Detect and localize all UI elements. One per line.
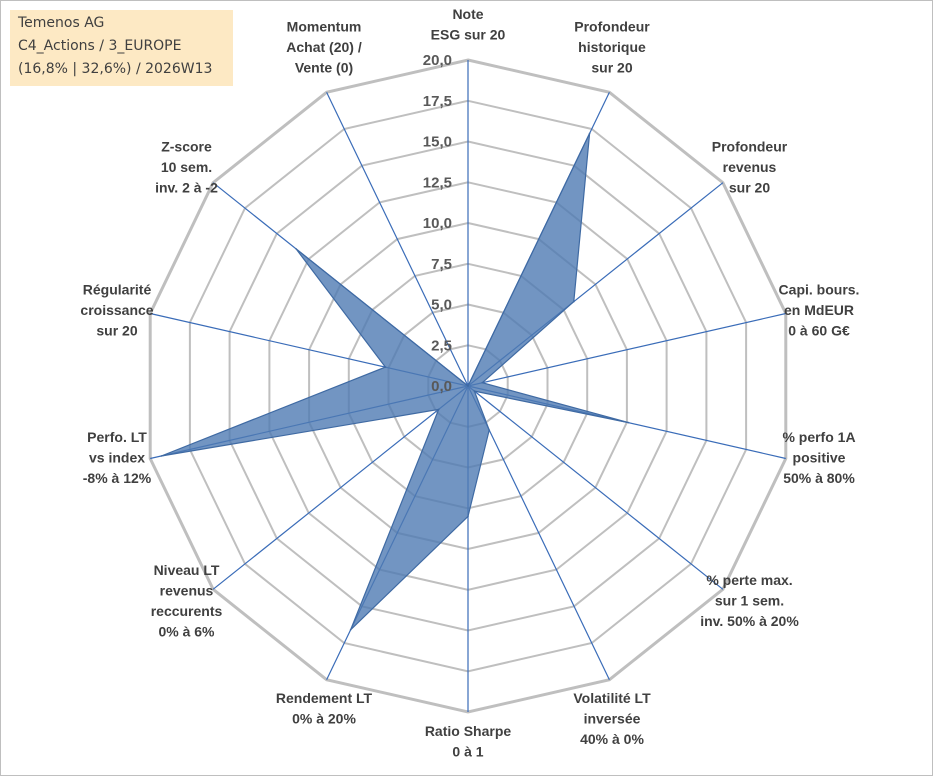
axis-spoke [326, 92, 469, 387]
tick-label: 2,5 [431, 337, 452, 354]
info-company: Temenos AG [18, 15, 105, 31]
axis-label-line: Vente (0) [295, 59, 353, 75]
axis-spoke [212, 385, 469, 590]
info-box: Temenos AG C4_Actions / 3_EUROPE (16,8% … [10, 10, 233, 86]
axis-label-line: 50% à 80% [783, 470, 855, 486]
axis-label-line: historique [578, 39, 646, 55]
tick-label: 20,0 [423, 52, 452, 69]
axis-label-line: croissance [80, 302, 153, 318]
axis-label-line: 0 à 1 [452, 744, 483, 760]
axis-label: Profondeur historique sur 20 [574, 18, 650, 75]
axis-label: Rendement LT 0% à 20% [276, 690, 373, 727]
series-point [627, 421, 630, 424]
axis-label-line: Note [452, 6, 483, 22]
series-point [467, 385, 469, 387]
axis-label: Perfo. LT vs index -8% à 12% [83, 429, 152, 486]
axis-label-line: inv. 50% à 20% [700, 613, 799, 629]
series-point [437, 408, 440, 411]
axis-label: Régularité croissance sur 20 [80, 281, 153, 338]
axis-label-line: % perte max. [706, 572, 792, 588]
axis-label-line: sur 20 [96, 322, 137, 338]
axis-label: Volatilité LT inversée 40% à 0% [573, 690, 651, 747]
tick-label: 15,0 [423, 134, 452, 151]
axis-label: Niveau LT revenus reccurents 0% à 6% [151, 562, 223, 640]
tick-label: 0,0 [431, 378, 452, 395]
axis-label-line: Niveau LT [154, 562, 220, 578]
series-point [473, 390, 476, 392]
axis-label-line: sur 20 [729, 179, 770, 195]
series-point [467, 515, 469, 518]
axis-label-line: Profondeur [712, 138, 788, 154]
axis-label-line: reccurents [151, 603, 223, 619]
series-point [160, 455, 163, 457]
axis-label: Capi. bours. en MdEUR 0 à 60 G€ [779, 281, 860, 338]
series-point [384, 366, 387, 368]
axis-spoke [467, 385, 724, 590]
axis-label-line: Momentum [287, 18, 362, 34]
series-point [349, 629, 352, 631]
axis-label-line: Profondeur [574, 18, 650, 34]
axis-label-line: 0 à 60 G€ [788, 322, 850, 338]
tick-label: 10,0 [423, 215, 452, 232]
axis-label-line: en MdEUR [784, 302, 854, 318]
axis-label-line: 40% à 0% [580, 731, 644, 747]
axis-spoke [467, 385, 610, 680]
axis-label-line: Ratio Sharpe [425, 723, 512, 739]
axis-label-line: revenus [160, 583, 214, 599]
series-layer [160, 132, 630, 631]
axis-label-line: inversée [584, 711, 641, 727]
axis-label-line: positive [793, 450, 846, 466]
axis-label: % perfo 1A positive 50% à 80% [782, 429, 855, 486]
axis-label-line: 10 sem. [161, 159, 212, 175]
axis-label-line: Volatilité LT [573, 690, 651, 706]
label-layer: Note ESG sur 20 Profondeur historique sur 20… [80, 6, 859, 760]
axis-label-line: ESG sur 20 [431, 27, 506, 43]
axis-label-line: vs index [89, 450, 145, 466]
axis-label: Momentum Achat (20) / Vente (0) [286, 18, 362, 75]
tick-layer: 0,0 2,5 5,0 7,5 10,0 12,5 15,0 17,5 20,0 [423, 52, 452, 395]
axis-label: % perte max. sur 1 sem. inv. 50% à 20% [700, 572, 799, 629]
axis-label-line: sur 20 [591, 59, 632, 75]
series-point [488, 429, 491, 431]
info-stats: (16,8% | 32,6%) / 2026W13 [18, 61, 213, 77]
axis-label: Profondeur revenus sur 20 [712, 138, 788, 195]
axis-label: Note ESG sur 20 [431, 6, 506, 43]
axis-label-line: -8% à 12% [83, 470, 152, 486]
axis-spoke [467, 312, 786, 387]
axis-label-line: revenus [723, 159, 777, 175]
axis-label-line: 0% à 6% [158, 624, 215, 640]
tick-label: 12,5 [423, 174, 452, 191]
tick-label: 7,5 [431, 256, 452, 273]
axis-label-line: Z-score [161, 138, 212, 154]
series-point [588, 132, 591, 135]
series-point [481, 381, 484, 384]
axis-label-line: Capi. bours. [779, 281, 860, 297]
axis-label-line: % perfo 1A [782, 429, 855, 445]
axis-label: Z-score 10 sem. inv. 2 à -2 [155, 138, 218, 195]
series-point [573, 300, 575, 303]
tick-label: 5,0 [431, 297, 452, 314]
axis-label-line: 0% à 20% [292, 711, 356, 727]
axis-label-line: Achat (20) / [286, 39, 362, 55]
axis-label-line: sur 1 sem. [715, 593, 784, 609]
info-category: C4_Actions / 3_EUROPE [18, 38, 182, 54]
axis-label: Ratio Sharpe 0 à 1 [425, 723, 512, 760]
axis-label-line: Rendement LT [276, 690, 373, 706]
series-area [161, 133, 629, 631]
axis-label-line: Régularité [83, 281, 152, 297]
tick-label: 17,5 [423, 93, 452, 110]
axis-label-line: Perfo. LT [87, 429, 147, 445]
series-point [295, 248, 297, 250]
axis-label-line: inv. 2 à -2 [155, 179, 218, 195]
